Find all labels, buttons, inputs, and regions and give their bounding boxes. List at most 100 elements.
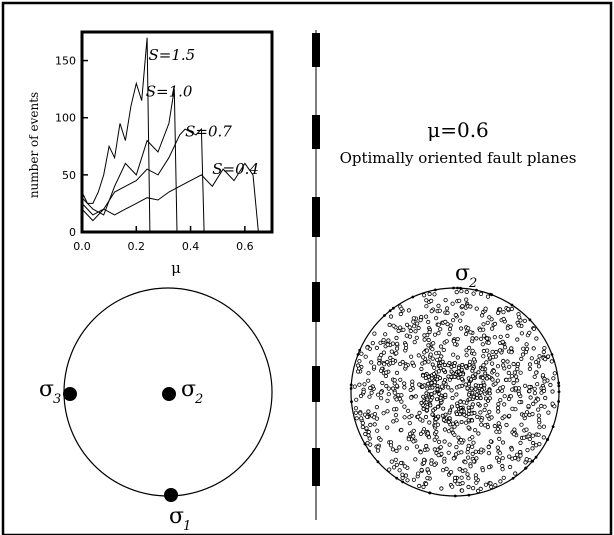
pole-point bbox=[467, 362, 472, 367]
pole-point bbox=[531, 346, 536, 351]
pole-point bbox=[465, 450, 470, 455]
separator-dash bbox=[312, 33, 320, 67]
pole-point bbox=[541, 424, 547, 429]
pole-point bbox=[402, 381, 407, 386]
pole-point bbox=[380, 380, 385, 386]
pole-point bbox=[485, 413, 490, 418]
pole-point bbox=[385, 398, 390, 403]
x-tick-label: 0.0 bbox=[73, 240, 91, 253]
pole-point bbox=[513, 386, 519, 391]
stereonet-right: σ 2 bbox=[349, 261, 561, 498]
pole-point bbox=[467, 408, 472, 413]
pole-point bbox=[469, 377, 474, 382]
pole-point bbox=[478, 383, 483, 388]
pole-point bbox=[557, 400, 560, 403]
pole-point bbox=[478, 291, 484, 296]
pole-point bbox=[519, 356, 524, 361]
pole-point bbox=[399, 306, 404, 311]
pole-point bbox=[394, 335, 399, 341]
pole-point bbox=[546, 410, 551, 415]
pole-point bbox=[420, 373, 425, 378]
pole-point bbox=[438, 366, 443, 371]
pole-point bbox=[460, 377, 465, 382]
pole-point bbox=[411, 434, 416, 439]
pole-point bbox=[400, 472, 405, 477]
pole-point bbox=[470, 418, 475, 423]
pole-point bbox=[474, 306, 479, 311]
pole-point bbox=[465, 455, 471, 460]
pole-point bbox=[428, 352, 433, 357]
pole-point bbox=[384, 370, 389, 375]
pole-point bbox=[425, 475, 430, 481]
pole-point bbox=[354, 416, 359, 421]
pole-point bbox=[551, 376, 556, 381]
pole-point bbox=[375, 448, 381, 453]
pole-point bbox=[386, 392, 391, 397]
pole-point bbox=[375, 428, 380, 433]
pole-point bbox=[410, 379, 415, 384]
pole-point bbox=[421, 484, 426, 489]
pole-point bbox=[459, 450, 464, 455]
pole-point bbox=[408, 328, 413, 334]
pole-point bbox=[404, 446, 409, 451]
pole-point bbox=[450, 395, 455, 401]
pole-point bbox=[413, 457, 418, 462]
pole-point bbox=[452, 286, 455, 290]
pole-point bbox=[451, 456, 456, 461]
pole-point bbox=[366, 429, 371, 435]
pole-point bbox=[449, 427, 454, 432]
pole-point bbox=[518, 453, 523, 458]
pole-point bbox=[506, 396, 512, 402]
pole-point bbox=[421, 406, 426, 411]
pole-point bbox=[531, 459, 534, 463]
pole-point bbox=[485, 424, 490, 430]
pole-point bbox=[398, 311, 403, 317]
pole-point bbox=[401, 327, 406, 332]
pole-point bbox=[521, 435, 527, 440]
pole-point bbox=[484, 376, 489, 381]
pole-point bbox=[411, 324, 417, 329]
pole-point bbox=[450, 318, 456, 323]
pole-point bbox=[359, 416, 364, 421]
pole-point bbox=[473, 449, 478, 454]
pole-point bbox=[527, 362, 533, 367]
pole-point bbox=[435, 422, 440, 427]
pole-point bbox=[444, 306, 450, 311]
pole-point bbox=[530, 440, 536, 446]
pole-point bbox=[455, 481, 460, 486]
pole-point bbox=[524, 346, 530, 351]
pole-point bbox=[537, 441, 542, 447]
pole-point bbox=[532, 386, 537, 391]
pole-point bbox=[507, 413, 512, 418]
pole-point bbox=[519, 422, 524, 427]
pole-point bbox=[386, 338, 391, 343]
pole-point bbox=[512, 455, 518, 461]
pole-point bbox=[466, 476, 471, 481]
pole-point bbox=[490, 293, 494, 297]
pole-point bbox=[531, 401, 536, 406]
pole-point bbox=[391, 407, 397, 412]
pole-point bbox=[434, 351, 439, 356]
pole-point bbox=[425, 405, 430, 410]
pole-point bbox=[463, 460, 468, 465]
pole-point bbox=[460, 362, 465, 367]
pole-point bbox=[372, 411, 377, 417]
pole-point bbox=[403, 364, 408, 369]
pole-point bbox=[510, 387, 515, 392]
pole-point bbox=[374, 345, 379, 350]
pole-point bbox=[426, 319, 431, 325]
y-axis-label: number of events bbox=[27, 92, 41, 198]
pole-point bbox=[486, 464, 492, 470]
sigma2-subscript: 2 bbox=[194, 392, 203, 407]
pole-point bbox=[440, 468, 446, 473]
pole-point bbox=[497, 436, 502, 441]
sigma2-label: σ bbox=[181, 377, 196, 402]
pole-point bbox=[426, 435, 432, 440]
pole-point bbox=[421, 293, 427, 298]
pole-point bbox=[542, 404, 547, 409]
pole-point bbox=[478, 336, 484, 341]
pole-point bbox=[419, 400, 424, 405]
pole-point bbox=[406, 308, 411, 313]
pole-point bbox=[463, 382, 468, 387]
x-tick-label: 0.4 bbox=[182, 240, 200, 253]
